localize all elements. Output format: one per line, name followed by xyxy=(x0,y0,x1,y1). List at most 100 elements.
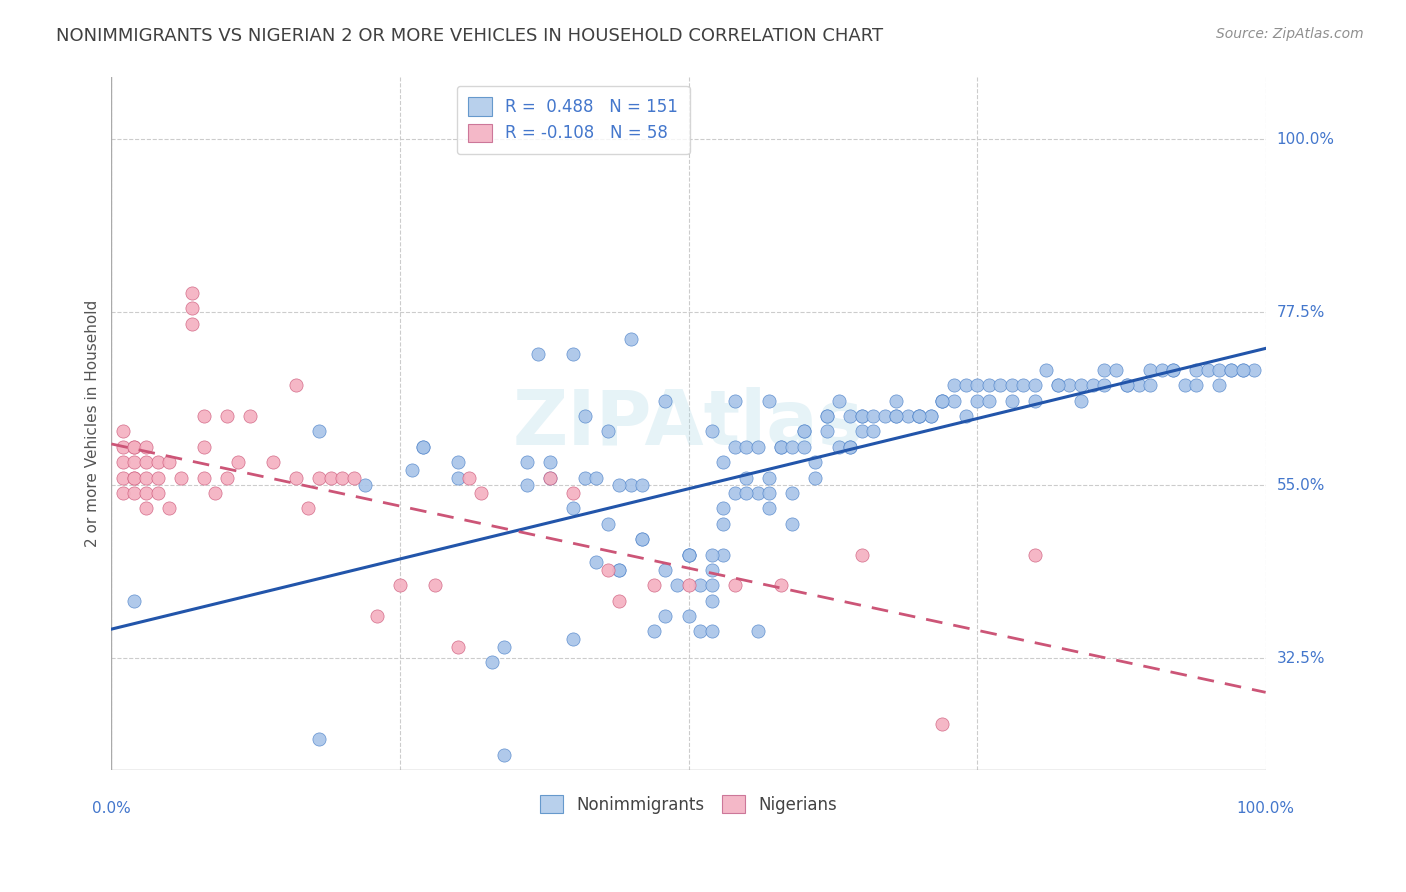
Point xyxy=(1220,363,1243,377)
Point xyxy=(124,470,146,484)
Point xyxy=(943,393,966,408)
Point xyxy=(769,578,792,592)
Point xyxy=(793,425,815,439)
Point xyxy=(815,409,838,423)
Point xyxy=(146,470,169,484)
Point xyxy=(111,425,134,439)
Text: Source: ZipAtlas.com: Source: ZipAtlas.com xyxy=(1216,27,1364,41)
Point xyxy=(585,555,607,569)
Point xyxy=(758,486,780,500)
Point xyxy=(481,655,503,669)
Point xyxy=(1208,378,1230,392)
Point xyxy=(308,470,330,484)
Point xyxy=(839,409,862,423)
Point xyxy=(620,332,643,346)
Point xyxy=(1185,378,1208,392)
Point xyxy=(492,640,515,654)
Point xyxy=(124,470,146,484)
Point xyxy=(1174,378,1197,392)
Point xyxy=(851,548,873,562)
Point xyxy=(354,478,377,492)
Point xyxy=(804,455,827,469)
Point xyxy=(747,440,769,454)
Point xyxy=(897,409,920,423)
Point xyxy=(782,440,804,454)
Point xyxy=(631,532,654,546)
Point xyxy=(966,378,988,392)
Legend: Nonimmigrants, Nigerians: Nonimmigrants, Nigerians xyxy=(530,785,846,824)
Point xyxy=(665,578,688,592)
Point xyxy=(596,563,619,577)
Point xyxy=(574,470,596,484)
Point xyxy=(955,409,977,423)
Point xyxy=(412,440,434,454)
Point xyxy=(111,486,134,500)
Point xyxy=(678,609,700,624)
Point xyxy=(908,409,931,423)
Point xyxy=(193,409,215,423)
Point xyxy=(815,425,838,439)
Point xyxy=(966,393,988,408)
Point xyxy=(193,440,215,454)
Point xyxy=(724,486,747,500)
Point xyxy=(1046,378,1069,392)
Point xyxy=(262,455,284,469)
Point xyxy=(215,409,238,423)
Text: NONIMMIGRANTS VS NIGERIAN 2 OR MORE VEHICLES IN HOUSEHOLD CORRELATION CHART: NONIMMIGRANTS VS NIGERIAN 2 OR MORE VEHI… xyxy=(56,27,883,45)
Point xyxy=(169,470,191,484)
Point xyxy=(285,470,308,484)
Point xyxy=(412,440,434,454)
Point xyxy=(700,624,723,639)
Point xyxy=(228,455,250,469)
Point xyxy=(931,393,953,408)
Point xyxy=(607,478,630,492)
Point xyxy=(1024,548,1046,562)
Point xyxy=(458,470,481,484)
Point xyxy=(135,440,157,454)
Point xyxy=(239,409,262,423)
Point xyxy=(527,347,550,361)
Point xyxy=(678,578,700,592)
Point xyxy=(700,578,723,592)
Point xyxy=(193,470,215,484)
Point xyxy=(401,463,423,477)
Point xyxy=(157,455,180,469)
Point xyxy=(678,548,700,562)
Point xyxy=(643,624,665,639)
Point xyxy=(585,470,607,484)
Point xyxy=(631,532,654,546)
Point xyxy=(308,425,330,439)
Point xyxy=(447,455,470,469)
Point xyxy=(1139,378,1161,392)
Point xyxy=(943,378,966,392)
Point xyxy=(782,516,804,531)
Text: 55.0%: 55.0% xyxy=(1277,478,1324,492)
Point xyxy=(1116,378,1139,392)
Point xyxy=(804,470,827,484)
Point xyxy=(596,516,619,531)
Point xyxy=(1232,363,1254,377)
Point xyxy=(562,501,585,516)
Point xyxy=(620,478,643,492)
Point xyxy=(908,409,931,423)
Point xyxy=(758,393,780,408)
Point xyxy=(135,501,157,516)
Point xyxy=(135,470,157,484)
Point xyxy=(724,578,747,592)
Point xyxy=(1035,363,1057,377)
Point xyxy=(827,393,849,408)
Point xyxy=(908,409,931,423)
Point xyxy=(124,440,146,454)
Point xyxy=(343,470,366,484)
Point xyxy=(758,470,780,484)
Point xyxy=(735,486,758,500)
Point xyxy=(1024,393,1046,408)
Point xyxy=(758,501,780,516)
Text: 100.0%: 100.0% xyxy=(1277,131,1334,146)
Point xyxy=(711,501,734,516)
Text: 100.0%: 100.0% xyxy=(1237,800,1295,815)
Point xyxy=(711,516,734,531)
Point xyxy=(747,486,769,500)
Point xyxy=(388,578,411,592)
Point xyxy=(1024,378,1046,392)
